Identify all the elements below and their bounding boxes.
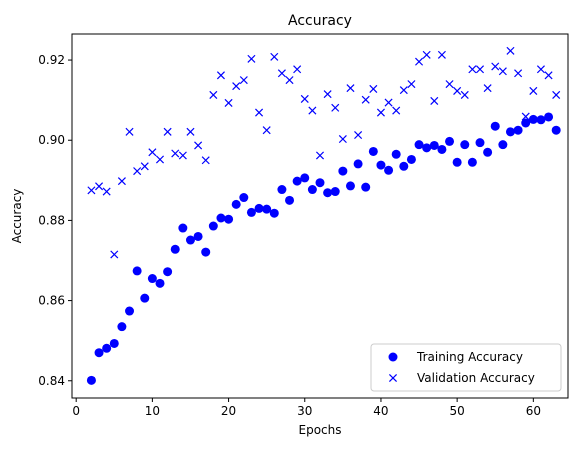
y-axis-label: Accuracy (10, 189, 24, 244)
training-point (445, 137, 454, 146)
training-point (483, 148, 492, 157)
training-point (171, 245, 180, 254)
training-point (552, 126, 561, 135)
training-point (399, 162, 408, 171)
training-point (110, 339, 119, 348)
training-point (95, 348, 104, 357)
training-point (369, 147, 378, 156)
chart-title: Accuracy (288, 13, 352, 29)
x-tick-label: 60 (526, 404, 541, 418)
x-tick-label: 0 (72, 404, 80, 418)
training-point (453, 158, 462, 167)
y-tick-label: 0.86 (38, 294, 65, 308)
training-point (361, 183, 370, 192)
training-point (133, 266, 142, 275)
y-tick-label: 0.90 (38, 133, 65, 147)
training-point (323, 188, 332, 197)
training-point (468, 158, 477, 167)
training-point (422, 143, 431, 152)
training-point (201, 248, 210, 257)
training-point (209, 222, 218, 231)
y-tick-label: 0.88 (38, 213, 65, 227)
training-point (140, 294, 149, 303)
training-point (285, 196, 294, 205)
training-point (316, 178, 325, 187)
training-point (117, 322, 126, 331)
training-point (544, 112, 553, 121)
training-point (430, 141, 439, 150)
y-tick-label: 0.92 (38, 53, 65, 67)
x-axis-label: Epochs (299, 423, 342, 437)
x-tick-label: 10 (145, 404, 160, 418)
training-point (384, 166, 393, 175)
training-point (156, 279, 165, 288)
training-point (270, 209, 279, 218)
training-point (102, 344, 111, 353)
training-point (277, 185, 286, 194)
legend: Training Accuracy Validation Accuracy (371, 344, 561, 391)
training-point (148, 274, 157, 283)
x-tick-label: 20 (221, 404, 236, 418)
training-point (354, 159, 363, 168)
training-point (514, 126, 523, 135)
training-point (506, 127, 515, 136)
training-point (216, 214, 225, 223)
training-point (346, 181, 355, 190)
legend-label-training: Training Accuracy (416, 350, 523, 364)
training-point (437, 145, 446, 154)
x-tick-label: 50 (450, 404, 465, 418)
training-point (376, 161, 385, 170)
x-tick-label: 30 (297, 404, 312, 418)
training-point (239, 193, 248, 202)
training-point (407, 155, 416, 164)
training-point (392, 150, 401, 159)
training-point (224, 215, 233, 224)
training-point (178, 224, 187, 233)
training-point (460, 140, 469, 149)
y-tick-label: 0.84 (38, 374, 65, 388)
training-point (255, 204, 264, 213)
training-point (300, 173, 309, 182)
training-point (308, 185, 317, 194)
training-point (87, 376, 96, 385)
training-point (232, 200, 241, 209)
training-point (498, 140, 507, 149)
plot-area (72, 34, 568, 398)
training-point (247, 208, 256, 217)
training-point (262, 205, 271, 214)
training-point (338, 167, 347, 176)
training-point (491, 122, 500, 131)
legend-label-validation: Validation Accuracy (417, 371, 535, 385)
training-point (476, 138, 485, 147)
training-point (163, 267, 172, 276)
training-point (125, 307, 134, 316)
x-tick-label: 40 (373, 404, 388, 418)
training-point (331, 187, 340, 196)
legend-marker-training (389, 353, 398, 362)
training-point (194, 232, 203, 241)
